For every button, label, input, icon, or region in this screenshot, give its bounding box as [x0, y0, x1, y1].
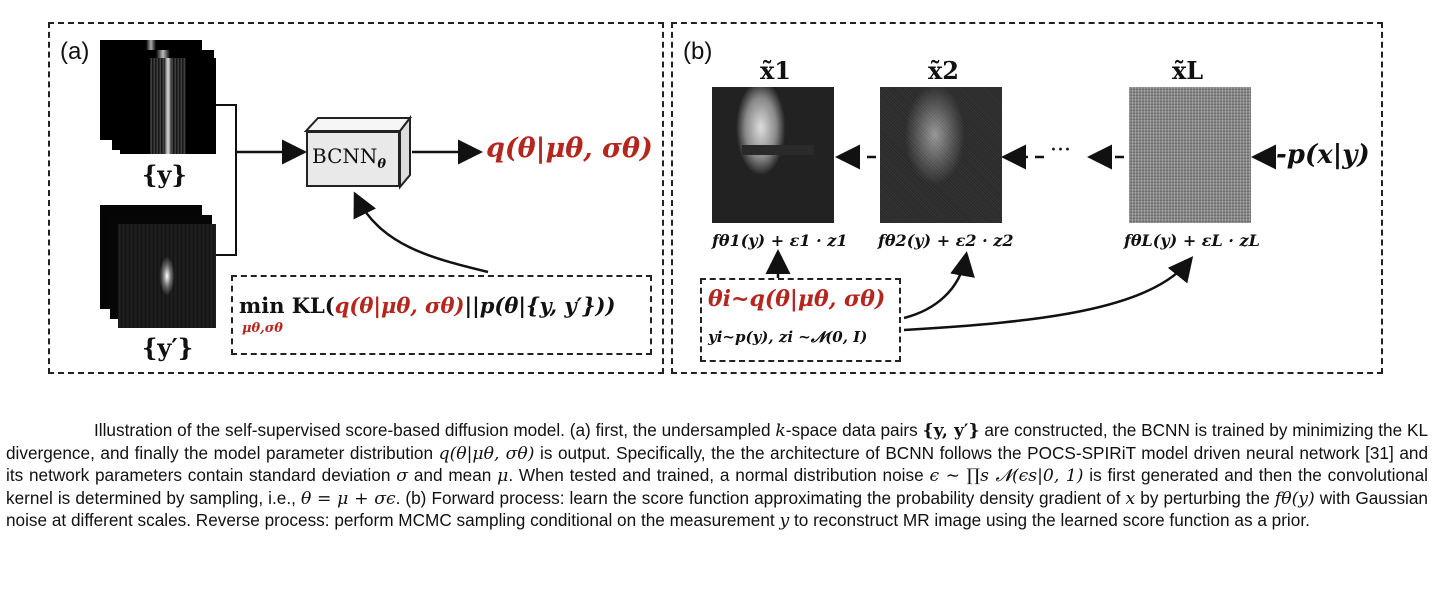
panel-a: (a)	[48, 22, 664, 374]
y-z-sampling: yi~p(y), zi ~𝓝(0, I)	[708, 328, 868, 346]
kl-prefix: KL(	[291, 293, 335, 318]
mr-image-3	[1129, 87, 1251, 223]
bcnn-cube-top	[303, 117, 413, 132]
target-distribution: -p(x|y)	[1276, 140, 1370, 170]
image-2-formula: fθ2(y) + ε2 · z2	[878, 231, 1014, 250]
bcnn-label: BCNNθ	[312, 144, 387, 172]
kl-objective: min KL(q(θ|μθ, σθ)||p(θ|{y, y′}))	[239, 293, 615, 318]
panel-b: (b)	[671, 22, 1383, 374]
image-2-title: x̃2	[928, 56, 960, 85]
y-set-label: {y}	[142, 160, 187, 189]
output-distribution: q(θ|μθ, σθ)	[486, 133, 653, 164]
feedback-arrow	[353, 191, 489, 274]
image-1-title: x̃1	[760, 56, 792, 85]
sample-arrow-2	[903, 251, 975, 320]
y-prime-set-label: {y′}	[142, 333, 194, 362]
kl-objective-box	[231, 275, 652, 355]
bcnn-cube-side	[399, 115, 411, 190]
min-subscript: μθ,σθ	[242, 321, 283, 336]
ellipsis: ···	[1050, 138, 1071, 163]
kl-q-term: q(θ|μθ, σθ)	[334, 293, 465, 318]
kspace-image-y	[120, 58, 216, 154]
mr-image-1	[712, 87, 834, 223]
mr-image-2	[880, 87, 1002, 223]
panel-a-label: (a)	[60, 38, 90, 65]
image-3-title: x̃L	[1172, 56, 1204, 85]
theta-sampling: θi~q(θ|μθ, σθ)	[708, 286, 886, 312]
min-operator: min	[239, 293, 285, 318]
image-1-formula: fθ1(y) + ε1 · z1	[712, 231, 848, 250]
image-3-formula: fθL(y) + εL · zL	[1124, 231, 1260, 250]
panel-b-label: (b)	[683, 38, 713, 65]
sample-arrow-L	[903, 256, 1194, 332]
kspace-image-y-prime	[118, 224, 216, 328]
input-bracket	[216, 104, 237, 256]
kl-p-term: ||p(θ|{y, y′}))	[464, 293, 616, 318]
figure-caption: Illustration of the self-supervised scor…	[6, 420, 1429, 532]
sampling-box	[700, 278, 901, 362]
